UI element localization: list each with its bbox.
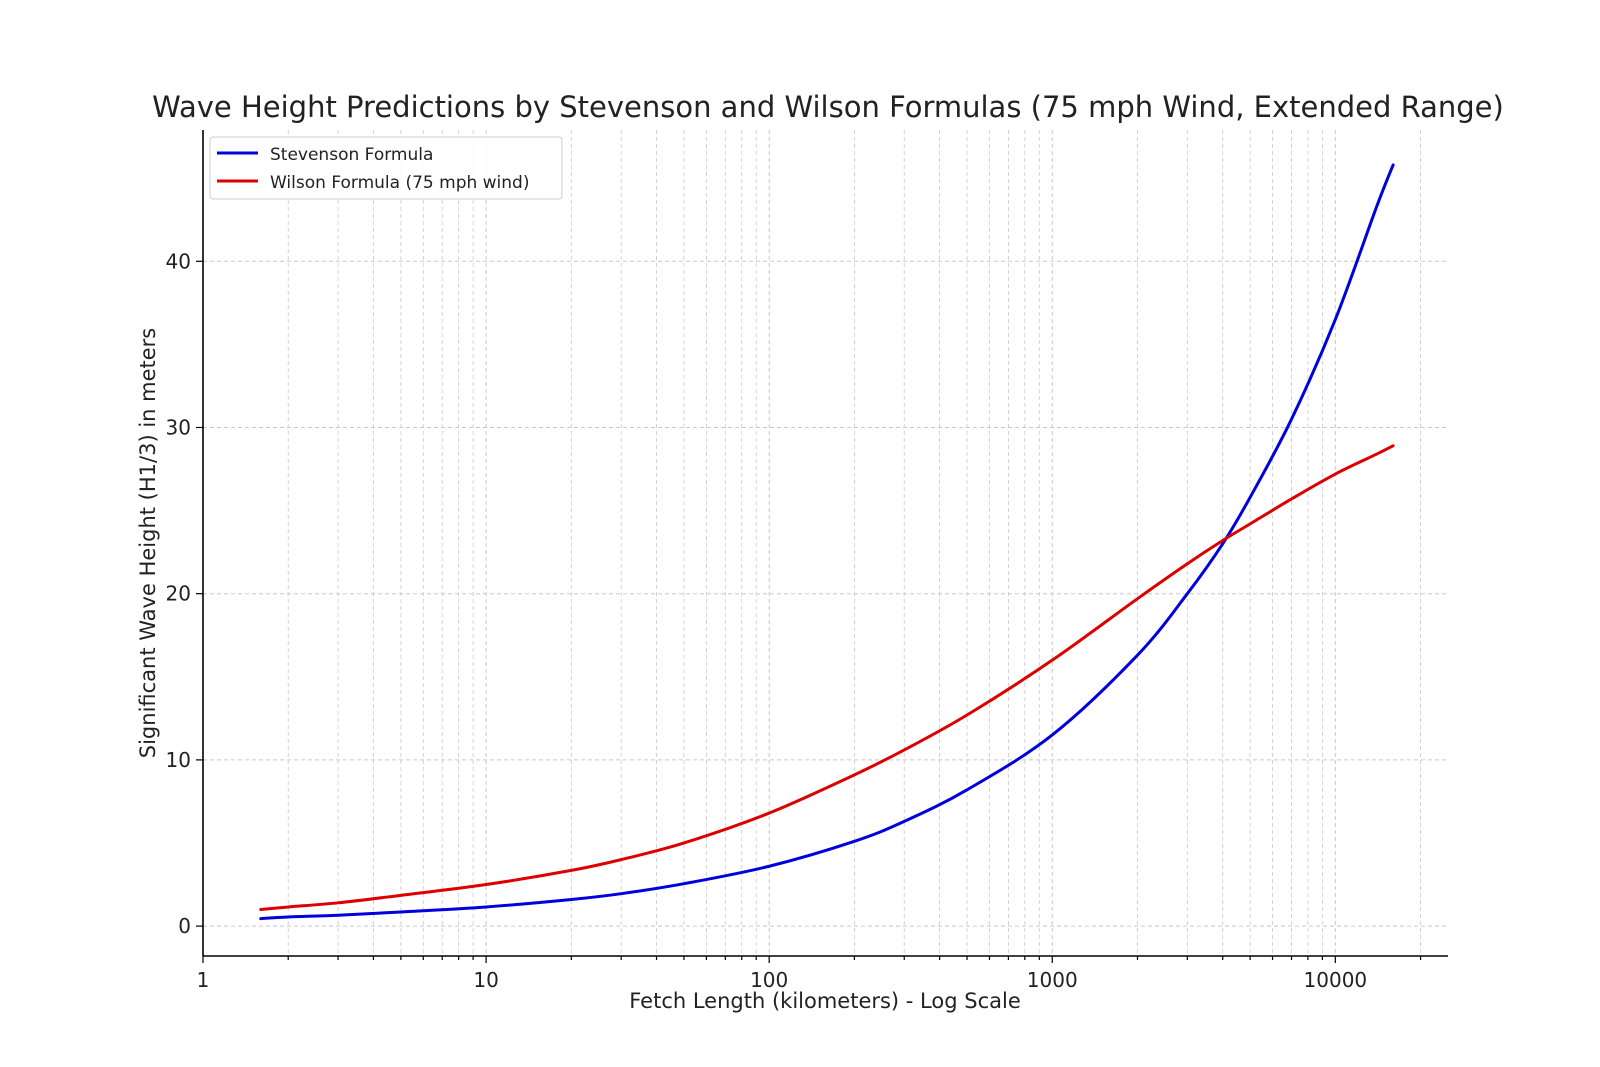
y-tick-label: 30 xyxy=(166,415,191,439)
series-line-wilson xyxy=(259,444,1395,911)
chart-title: Wave Height Predictions by Stevenson and… xyxy=(152,90,1504,124)
legend-label-wilson: Wilson Formula (75 mph wind) xyxy=(270,173,529,193)
plot-lines xyxy=(259,163,1395,921)
x-axis-label: Fetch Length (kilometers) - Log Scale xyxy=(629,989,1021,1013)
y-tick-label: 0 xyxy=(178,914,191,938)
series-line-stevenson xyxy=(259,163,1395,921)
grid xyxy=(202,130,1448,956)
legend-box xyxy=(209,136,563,200)
x-tick-label: 10 xyxy=(473,968,498,992)
x-ticks: 1 10 100 1000 10000 xyxy=(197,956,1422,992)
y-axis-label: Significant Wave Height (H1/3) in meters xyxy=(136,328,160,758)
x-tick-label: 100 xyxy=(750,968,788,992)
y-tick-label: 40 xyxy=(166,249,191,273)
x-tick-label: 1 xyxy=(197,968,210,992)
axes xyxy=(202,130,1448,957)
y-ticks: 0 10 20 30 40 xyxy=(166,249,203,938)
x-tick-label: 1000 xyxy=(1027,968,1078,992)
legend: Stevenson Formula Wilson Formula (75 mph… xyxy=(209,136,563,200)
legend-label-stevenson: Stevenson Formula xyxy=(270,145,433,165)
y-tick-label: 20 xyxy=(166,582,191,606)
y-tick-label: 10 xyxy=(166,748,191,772)
x-tick-label: 10000 xyxy=(1304,968,1368,992)
